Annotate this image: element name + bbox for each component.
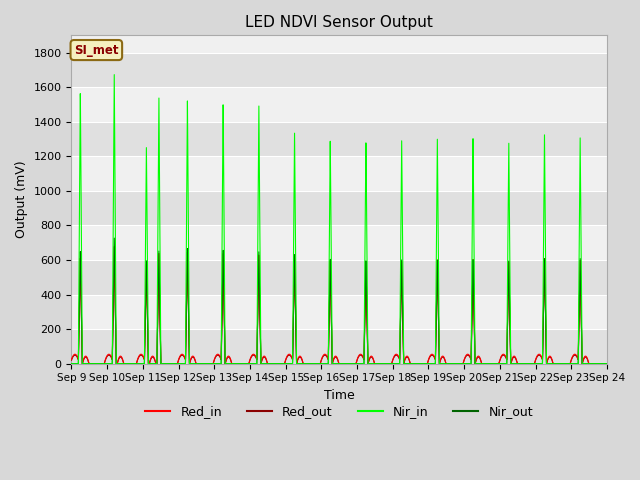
Bar [72, 191, 607, 226]
Bar [72, 226, 607, 260]
Bar [72, 295, 607, 329]
Legend: Red_in, Red_out, Nir_in, Nir_out: Red_in, Red_out, Nir_in, Nir_out [140, 400, 538, 423]
Title: LED NDVI Sensor Output: LED NDVI Sensor Output [245, 15, 433, 30]
X-axis label: Time: Time [324, 389, 355, 402]
Bar [72, 122, 607, 156]
Bar [72, 260, 607, 295]
Bar [72, 156, 607, 191]
Y-axis label: Output (mV): Output (mV) [15, 161, 28, 239]
Text: SI_met: SI_met [74, 44, 118, 57]
Bar [72, 329, 607, 364]
Bar [72, 53, 607, 87]
Bar [72, 87, 607, 122]
